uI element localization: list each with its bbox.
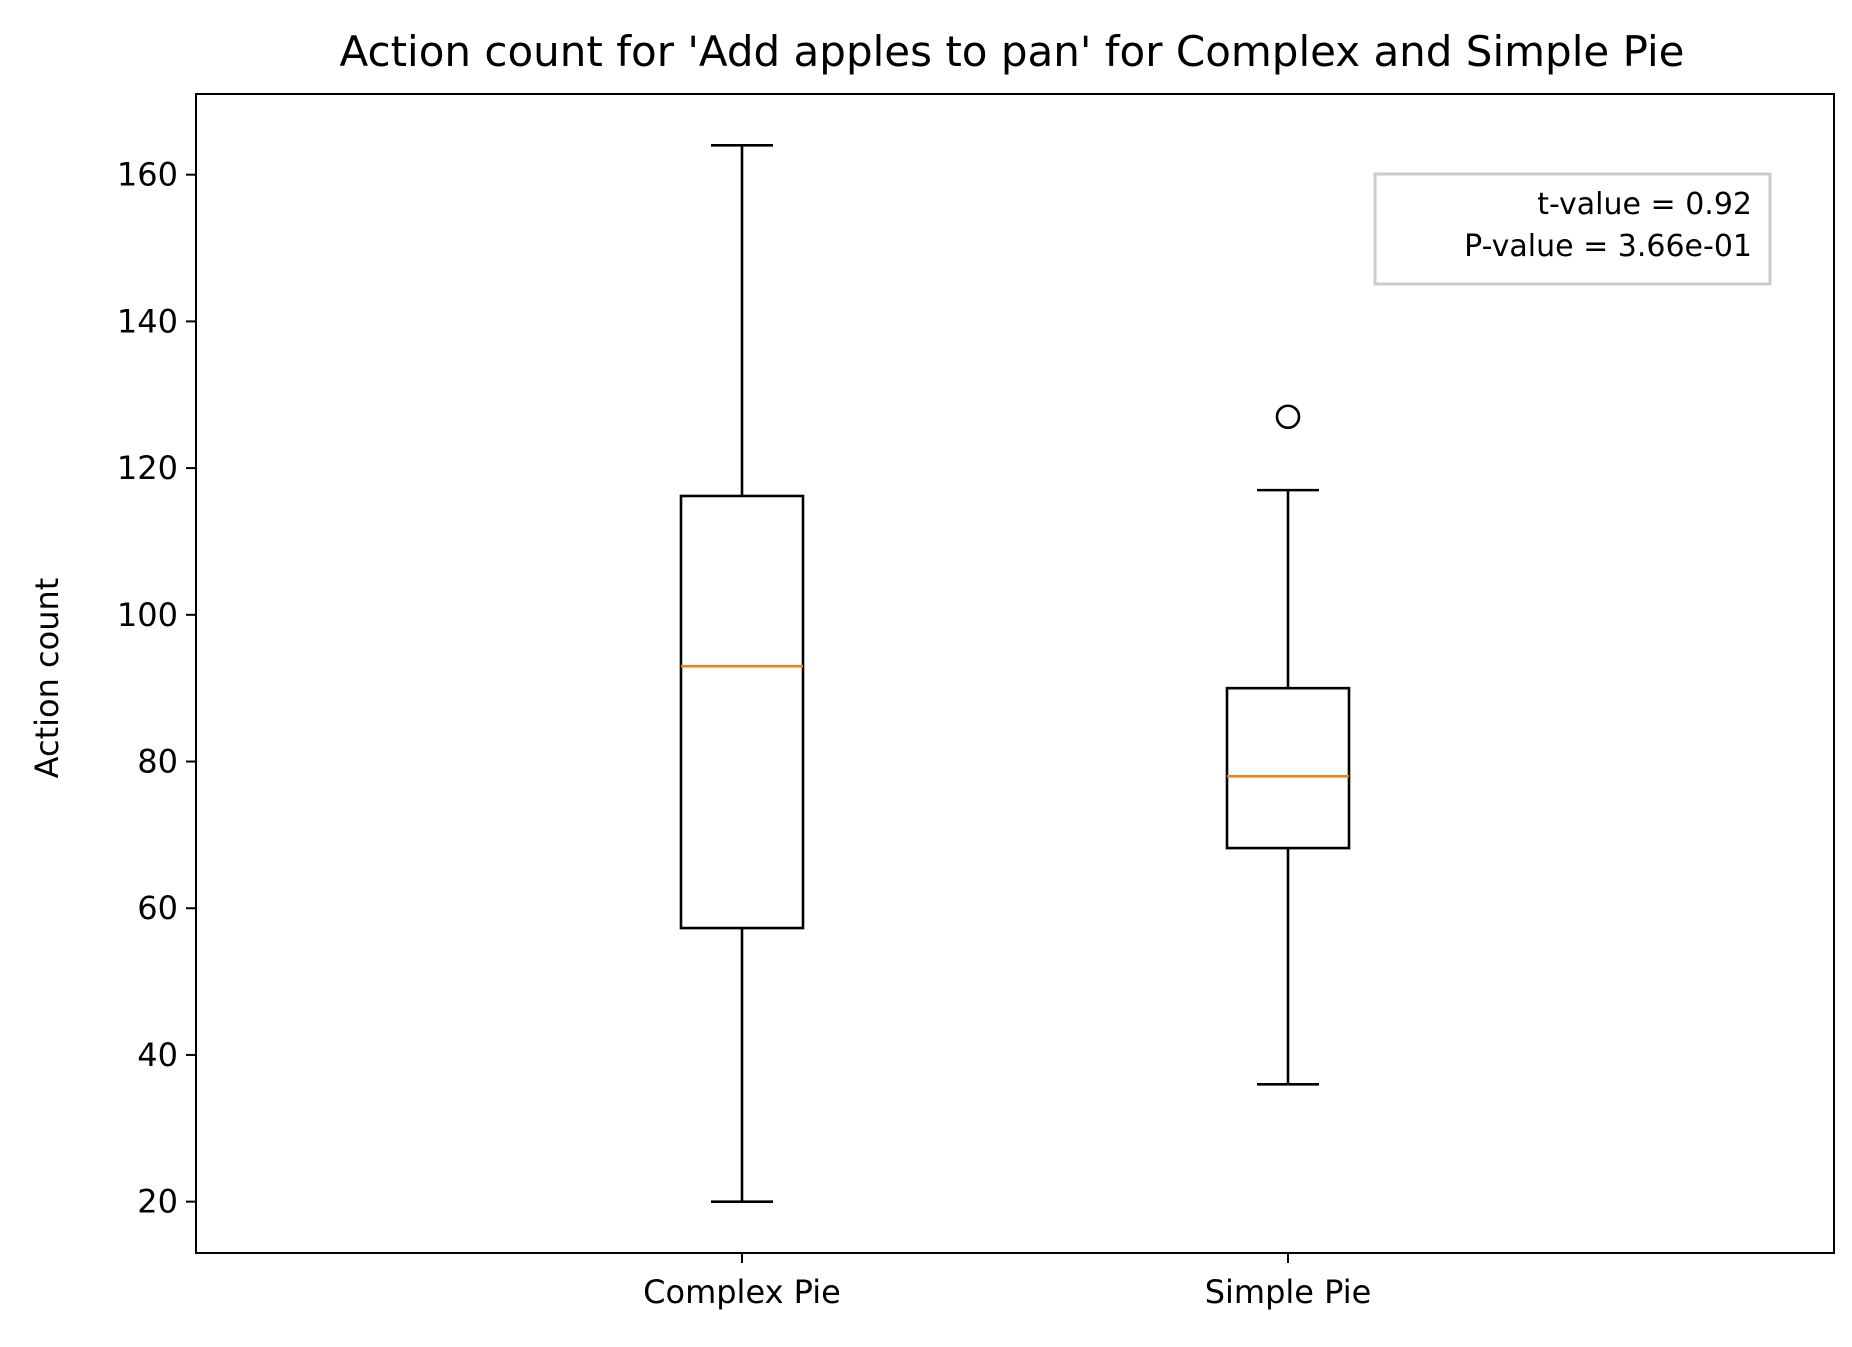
y-tick-label: 160 [117, 156, 178, 194]
y-tick-label: 80 [137, 743, 178, 781]
y-tick-label: 20 [137, 1183, 178, 1221]
box-iqr [679, 494, 805, 930]
plot-area: 20 40 60 80 100 120 140 160 Complex Pie Simple Pi… [117, 93, 1835, 1311]
annotation-text-line: t-value = 0.92 [1537, 187, 1752, 222]
y-tick-label: 60 [137, 889, 178, 927]
y-tick-label: 40 [137, 1036, 178, 1074]
y-axis-label: Action count [28, 578, 66, 779]
y-tick-label: 100 [117, 596, 178, 634]
y-tick-label: 140 [117, 302, 178, 340]
annotation-box [1373, 172, 1772, 286]
chart-title: Action count for 'Add apples to pan' for… [340, 27, 1685, 76]
box-iqr [1225, 686, 1351, 850]
plot-frame [195, 93, 1835, 1254]
x-tick-label: Simple Pie [1205, 1273, 1372, 1311]
x-tick-label: Complex Pie [643, 1273, 841, 1311]
y-tick-label: 120 [117, 449, 178, 487]
annotation-text-line: P-value = 3.66e-01 [1464, 229, 1752, 264]
box-outlier-point [1275, 404, 1301, 430]
